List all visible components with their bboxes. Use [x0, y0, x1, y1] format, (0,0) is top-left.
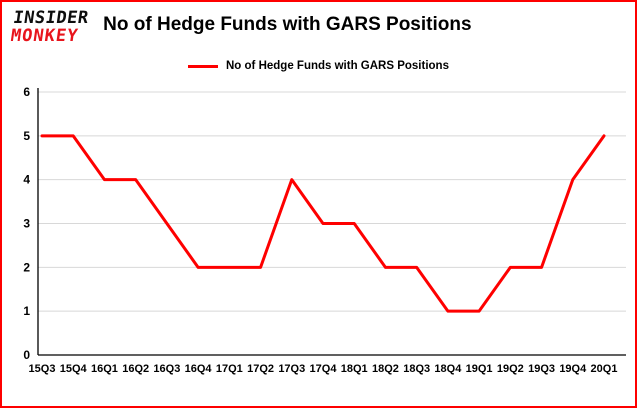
y-tick-label: 5 — [23, 129, 30, 143]
x-tick-label: 18Q2 — [372, 363, 399, 375]
y-tick-label: 4 — [23, 173, 30, 187]
x-tick-label: 18Q4 — [434, 363, 462, 375]
x-tick-label: 19Q2 — [497, 363, 524, 375]
x-tick-label: 16Q3 — [153, 363, 180, 375]
legend: No of Hedge Funds with GARS Positions — [2, 60, 635, 72]
series-line — [40, 134, 606, 313]
y-tick-label: 1 — [23, 304, 30, 318]
x-tick-label: 17Q4 — [310, 363, 338, 375]
x-tick-label: 20Q1 — [591, 363, 618, 375]
x-tick-label: 19Q4 — [559, 363, 587, 375]
legend-label: No of Hedge Funds with GARS Positions — [226, 60, 449, 72]
x-tick-label: 17Q3 — [278, 363, 305, 375]
x-tick-label: 15Q4 — [60, 363, 88, 375]
x-tick-label: 16Q4 — [185, 363, 213, 375]
insider-monkey-logo: INSIDER MONKEY — [9, 8, 89, 46]
y-tick-label: 6 — [23, 85, 30, 99]
header: INSIDER MONKEY No of Hedge Funds with GA… — [9, 8, 472, 46]
x-tick-label: 19Q3 — [528, 363, 555, 375]
page-title: No of Hedge Funds with GARS Positions — [103, 14, 472, 35]
x-tick-label: 19Q1 — [466, 363, 493, 375]
y-tick-label: 0 — [23, 348, 30, 362]
x-tick-label: 18Q1 — [341, 363, 368, 375]
x-tick-label: 16Q2 — [122, 363, 149, 375]
x-tick-label: 17Q1 — [216, 363, 243, 375]
x-tick-label: 15Q3 — [29, 363, 56, 375]
legend-line-swatch — [188, 64, 218, 68]
y-tick-label: 3 — [23, 217, 30, 231]
y-tick-label: 2 — [23, 260, 30, 274]
x-tick-label: 17Q2 — [247, 363, 274, 375]
x-tick-label: 16Q1 — [91, 363, 118, 375]
x-tick-label: 18Q3 — [403, 363, 430, 375]
line-chart: 0 1 2 3 4 5 6 15Q3 15Q4 16Q1 16Q2 16Q3 16Q4 17Q1 17Q2 1… — [23, 85, 626, 375]
logo-text-monkey: MONKEY — [9, 25, 80, 46]
